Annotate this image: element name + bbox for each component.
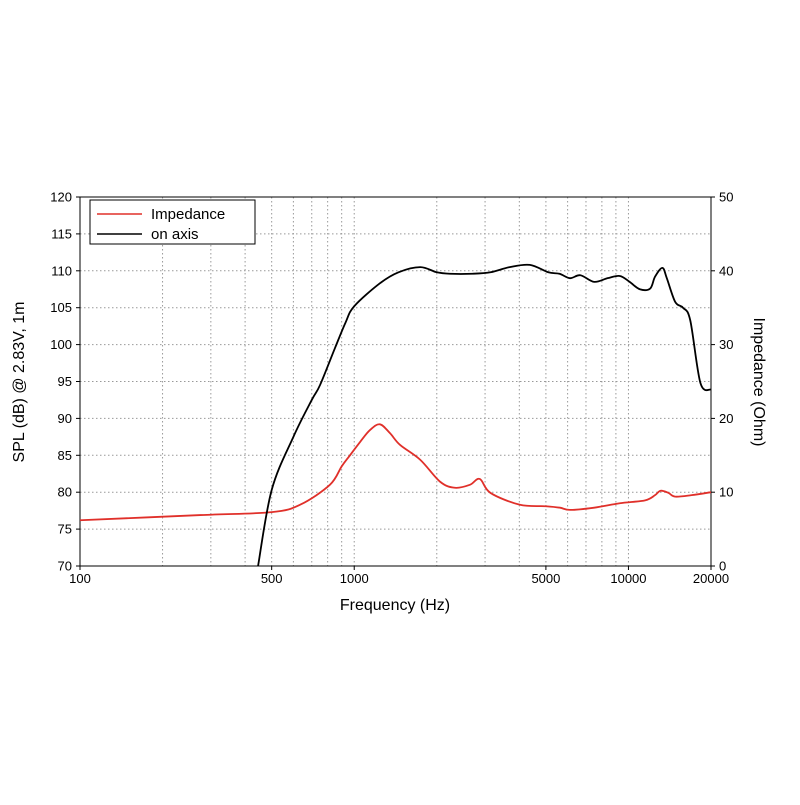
x-tick-label: 500 xyxy=(261,571,283,586)
y2-tick-label: 0 xyxy=(719,559,726,574)
y-tick-label: 120 xyxy=(50,190,72,205)
y2-tick-label: 50 xyxy=(719,190,733,205)
x-tick-label: 20000 xyxy=(693,571,729,586)
x-tick-label: 1000 xyxy=(340,571,369,586)
legend-label-impedance: Impedance xyxy=(151,206,225,223)
grid xyxy=(80,197,711,566)
y2-tick-label: 30 xyxy=(719,337,733,352)
x-tick-label: 10000 xyxy=(610,571,646,586)
x-tick-label: 100 xyxy=(69,571,91,586)
y2-axis-label: Impedance (Ohm) xyxy=(750,318,767,447)
series xyxy=(79,263,712,567)
legend: Impedance on axis xyxy=(89,199,256,245)
legend-label-on-axis: on axis xyxy=(151,226,199,243)
y-tick-label: 85 xyxy=(58,448,72,463)
y-tick-label: 105 xyxy=(50,300,72,315)
y-tick-label: 80 xyxy=(58,485,72,500)
y-tick-label: 110 xyxy=(51,263,72,278)
series-line-on-axis xyxy=(257,263,712,567)
y2-tick-label: 40 xyxy=(719,263,733,278)
y-axis-label: SPL (dB) @ 2.83V, 1m xyxy=(11,302,28,463)
x-axis-label: Frequency (Hz) xyxy=(340,597,450,614)
y-tick-label: 70 xyxy=(58,559,72,574)
y-tick-label: 75 xyxy=(58,522,72,537)
series-line-impedance xyxy=(79,423,712,522)
y-tick-label: 115 xyxy=(51,226,72,241)
ticks: 100 500 1000 5000 10000 200007075808590951001… xyxy=(50,190,733,587)
y2-tick-label: 20 xyxy=(719,411,733,426)
y-tick-label: 90 xyxy=(58,411,72,426)
x-tick-label: 5000 xyxy=(531,571,560,586)
y-tick-label: 95 xyxy=(58,374,72,389)
legend-box xyxy=(89,199,256,245)
y2-tick-label: 10 xyxy=(719,485,733,500)
y-tick-label: 100 xyxy=(50,337,72,352)
